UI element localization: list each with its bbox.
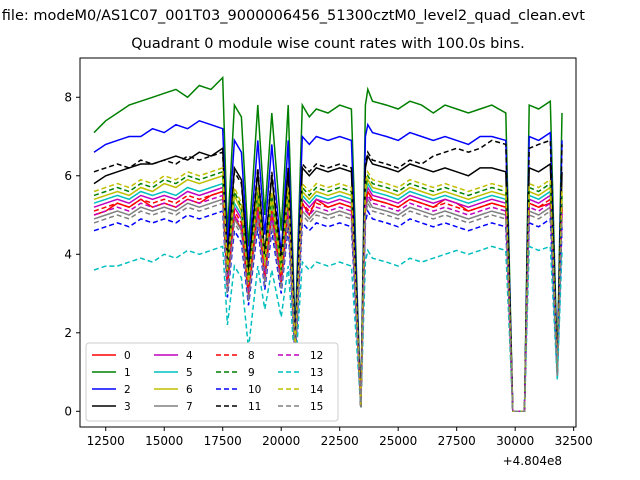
legend-item: 4: [154, 350, 193, 362]
x-offset-label: +4.804e8: [503, 454, 562, 468]
plot-frame: [79, 57, 577, 428]
y-axis: 0 2 4 6 8: [64, 90, 80, 418]
series-line-2: [93, 119, 563, 413]
legend-label: 15: [310, 401, 323, 413]
y-tick-label: 4: [64, 247, 72, 261]
legend-item: 6: [154, 384, 193, 396]
y-tick-label: 2: [64, 326, 72, 340]
series-line-6: [93, 174, 563, 413]
x-tick-label: 17500: [204, 434, 242, 448]
series-line-13: [93, 245, 563, 413]
series-layer: [93, 75, 563, 413]
legend-label: 11: [248, 401, 261, 413]
legend-item: 10: [216, 384, 261, 396]
x-axis: 12500 15000 17500 20000 22500 25000 27500 30000…: [87, 427, 593, 448]
legend-label: 10: [248, 384, 261, 396]
legend-label: 8: [248, 350, 255, 362]
legend-item: 14: [278, 384, 324, 396]
legend-item: 5: [154, 367, 193, 379]
legend-item: 8: [216, 350, 255, 362]
legend-label: 5: [186, 367, 193, 379]
series-line-10: [93, 209, 563, 413]
series-line-7: [93, 197, 563, 413]
legend-label: 14: [310, 384, 324, 396]
x-tick-label: 27500: [438, 434, 476, 448]
x-tick-label: 15000: [145, 434, 183, 448]
y-tick-label: 0: [64, 404, 72, 418]
legend-item: 1: [92, 367, 131, 379]
legend-item: 7: [154, 401, 193, 413]
series-line-12: [93, 193, 563, 413]
legend-item: 2: [92, 384, 131, 396]
series-line-5: [93, 181, 563, 413]
series-line-8: [93, 189, 563, 413]
legend-label: 4: [186, 350, 193, 362]
series-line-11: [93, 139, 563, 413]
x-tick-label: 20000: [262, 434, 300, 448]
legend-item: 15: [278, 401, 323, 413]
chart-title: Quadrant 0 module wise count rates with …: [131, 36, 525, 52]
x-tick-label: 25000: [379, 434, 417, 448]
series-line-14: [93, 166, 563, 413]
x-tick-label: 22500: [321, 434, 359, 448]
series-line-1: [93, 75, 563, 413]
x-tick-label: 30000: [496, 434, 534, 448]
legend-item: 13: [278, 367, 323, 379]
legend-label: 2: [124, 384, 131, 396]
legend-item: 11: [216, 401, 261, 413]
legend-label: 0: [124, 350, 131, 362]
legend-item: 3: [92, 401, 131, 413]
legend-label: 1: [124, 367, 131, 379]
x-tick-label: 12500: [87, 434, 125, 448]
legend-label: 3: [124, 401, 131, 413]
series-line-4: [93, 185, 563, 413]
legend-box: [85, 342, 339, 422]
series-line-9: [93, 170, 563, 413]
legend-item: 12: [278, 350, 323, 362]
x-tick-label: 32500: [555, 434, 593, 448]
legend-item: 9: [216, 367, 255, 379]
legend-label: 12: [310, 350, 323, 362]
legend-label: 6: [186, 384, 193, 396]
legend-item: 0: [92, 350, 131, 362]
legend-label: 13: [310, 367, 323, 379]
legend-label: 7: [186, 401, 193, 413]
series-line-15: [93, 201, 563, 413]
y-tick-label: 8: [64, 90, 72, 104]
legend-label: 9: [248, 367, 255, 379]
y-tick-label: 6: [64, 169, 72, 183]
